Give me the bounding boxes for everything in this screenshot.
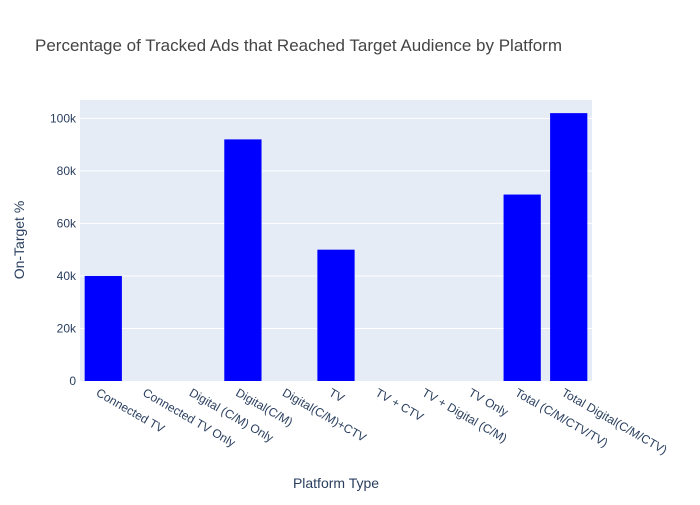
- chart-title: Percentage of Tracked Ads that Reached T…: [35, 36, 562, 55]
- bar: [317, 249, 355, 381]
- x-tick-label: TV + Digital (C/M): [420, 385, 510, 445]
- y-tick-label: 60k: [57, 216, 77, 230]
- y-tick-label: 20k: [57, 321, 77, 335]
- bar: [503, 194, 541, 381]
- x-axis-title: Platform Type: [293, 475, 379, 491]
- y-tick-label: 100k: [50, 111, 77, 125]
- bar: [224, 139, 262, 381]
- y-tick-label: 80k: [57, 164, 77, 178]
- bars: [84, 113, 588, 381]
- bar: [550, 113, 588, 381]
- x-tick-label: TV: [327, 385, 347, 405]
- y-tick-label: 0: [69, 374, 76, 388]
- y-tick-labels: 0 20k 40k 60k 80k 100k: [50, 111, 77, 388]
- bar: [84, 275, 122, 381]
- y-tick-label: 40k: [57, 269, 77, 283]
- x-tick-label: TV + CTV: [373, 385, 426, 424]
- y-axis-title: On-Target %: [11, 201, 27, 280]
